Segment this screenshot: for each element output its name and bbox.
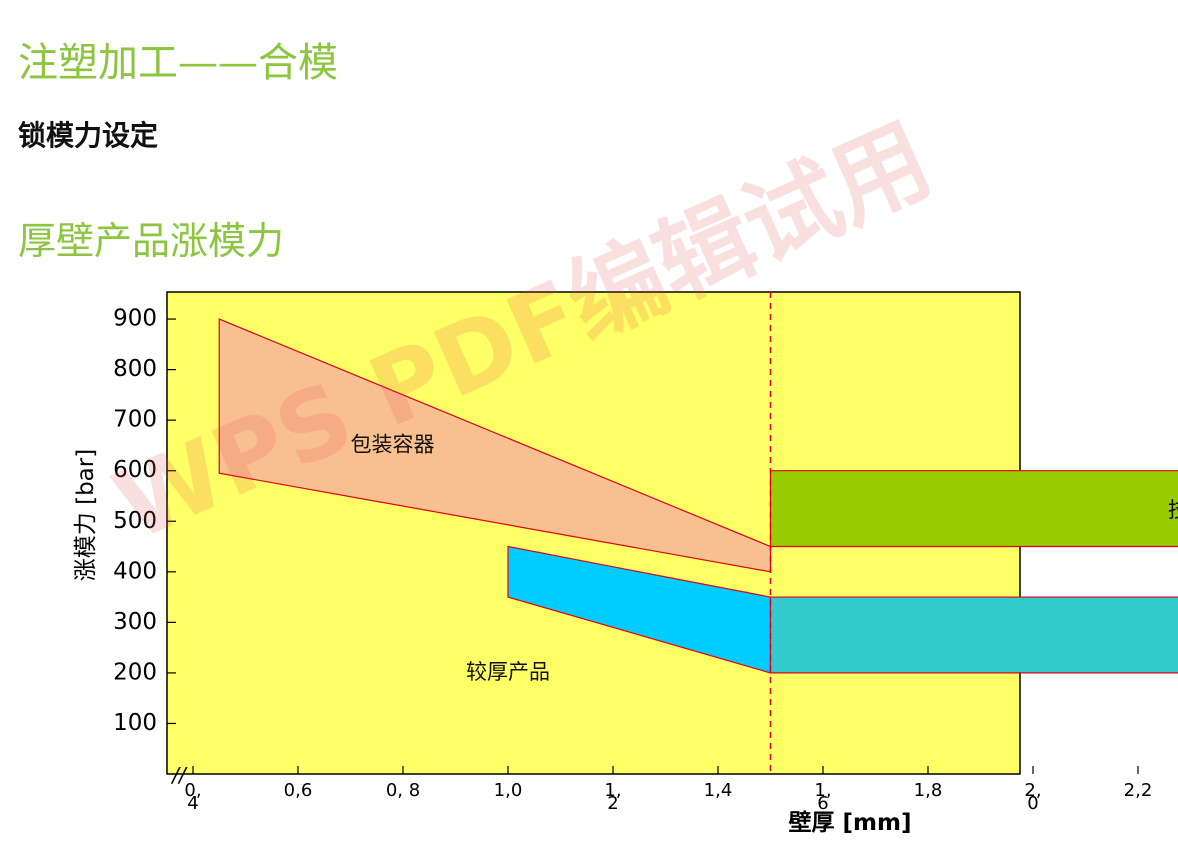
x-tick-label-3: 1,0 bbox=[494, 780, 523, 801]
x-tick-label-line2-8: 0 bbox=[1027, 793, 1038, 814]
region-label-1: 较厚产品 bbox=[466, 660, 550, 684]
x-axis-title: 壁厚 [mm] bbox=[789, 809, 912, 836]
y-tick-label-3: 400 bbox=[113, 558, 157, 584]
region-label-0: 包装容器 bbox=[351, 432, 435, 456]
x-tick-label-line2-4: 2 bbox=[607, 793, 618, 814]
x-tick-label-1: 0,6 bbox=[284, 780, 313, 801]
x-tick-label-0: 0, bbox=[184, 780, 201, 801]
x-tick-label-7: 1,8 bbox=[914, 780, 943, 801]
region-label-2: 技术部件 /有加强筋透明件 bbox=[1168, 498, 1178, 522]
y-tick-label-5: 600 bbox=[113, 457, 157, 483]
x-tick-label-5: 1,4 bbox=[704, 780, 733, 801]
x-tick-label-9: 2,2 bbox=[1124, 780, 1153, 801]
x-tick-label-2: 0, 8 bbox=[386, 780, 420, 801]
x-tick-label-4: 1, bbox=[604, 780, 621, 801]
region-3 bbox=[769, 596, 1178, 674]
x-tick-label-8: 2, bbox=[1024, 780, 1041, 801]
y-tick-label-6: 700 bbox=[113, 407, 157, 433]
x-tick-label-line2-6: 6 bbox=[817, 793, 828, 814]
page-subtitle: 锁模力设定 bbox=[18, 119, 159, 152]
x-tick-label-line2-0: 4 bbox=[187, 793, 198, 814]
y-tick-label-0: 100 bbox=[113, 710, 157, 736]
x-tick-label-6: 1, bbox=[814, 780, 831, 801]
y-tick-label-4: 500 bbox=[113, 508, 157, 534]
y-axis-title: 涨模力 [bar] bbox=[73, 449, 99, 581]
region-2 bbox=[769, 470, 1178, 548]
y-tick-label-7: 800 bbox=[113, 356, 157, 382]
section-title: 厚壁产品涨模力 bbox=[18, 219, 285, 263]
axis-break-mark: // bbox=[170, 763, 188, 787]
y-tick-label-8: 900 bbox=[113, 306, 157, 332]
y-tick-label-2: 300 bbox=[113, 609, 157, 635]
y-tick-label-1: 200 bbox=[113, 659, 157, 685]
page-title: 注塑加工——合模 bbox=[18, 40, 338, 86]
